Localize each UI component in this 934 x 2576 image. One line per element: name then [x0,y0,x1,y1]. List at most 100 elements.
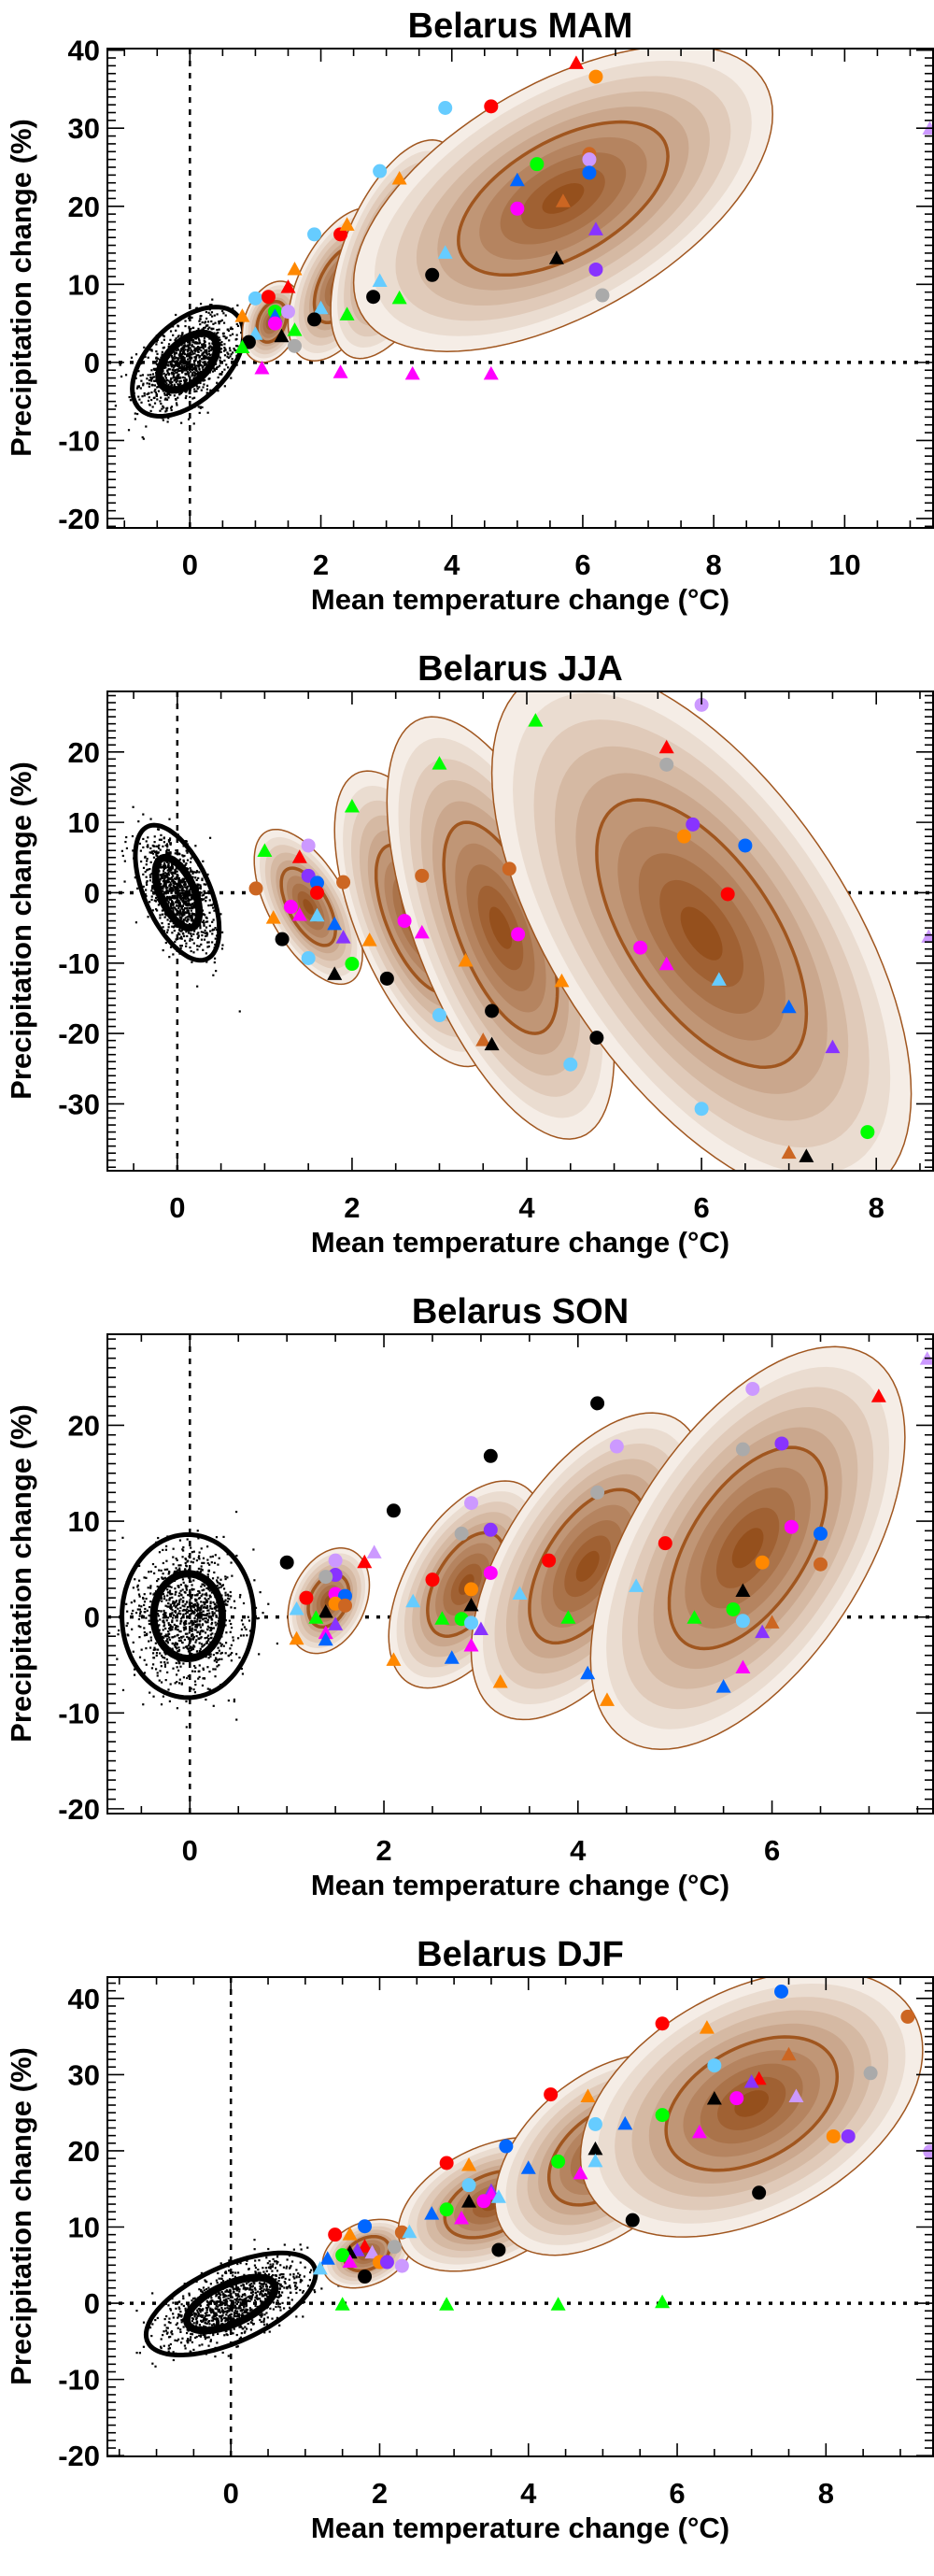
control-point [181,1548,183,1550]
control-point [205,2288,207,2290]
control-point [180,362,182,363]
control-point [284,2281,286,2283]
control-point [181,334,183,335]
control-point [170,844,172,846]
control-point [215,1610,217,1612]
control-point [139,1615,141,1616]
control-point [176,402,177,404]
control-point [239,1596,241,1598]
control-point [170,1603,172,1605]
plot-area [107,46,934,528]
control-point [205,2310,207,2312]
control-point [185,904,187,905]
control-point [64,1635,66,1637]
control-point [243,1634,245,1636]
control-point [253,2283,255,2284]
control-point [146,1633,148,1635]
control-point [168,956,170,958]
control-point [179,909,181,911]
control-point [209,345,211,347]
control-point [180,885,182,887]
control-point [206,932,208,934]
chart-svg: Belarus DJF Mean temperature change (°C)… [0,1928,934,2571]
control-point [118,1630,120,1631]
control-point [203,1558,205,1559]
control-point [155,1668,157,1670]
control-point [223,343,225,345]
control-point [208,343,210,345]
control-point [295,2282,297,2284]
control-point [163,1614,164,1615]
control-point [207,1598,209,1600]
control-point [283,2286,285,2288]
control-point [142,1597,144,1599]
control-point [259,2319,261,2321]
control-point [205,311,207,313]
control-point [242,2327,244,2329]
control-point [174,384,176,386]
y-tick-label: 20 [68,191,100,223]
control-point [161,408,163,410]
control-point [138,1593,140,1595]
control-point [194,372,196,374]
y-tick-label: 20 [68,1409,100,1442]
control-point [162,914,163,916]
control-point [265,2267,267,2269]
control-point [176,404,177,406]
control-point [183,1647,185,1649]
control-point [217,2272,219,2274]
control-point [224,385,226,387]
control-point [196,986,198,988]
control-point [201,2343,203,2345]
control-point [232,2332,234,2334]
control-point [181,1642,183,1644]
control-point [199,2308,201,2310]
control-point [153,1647,155,1649]
control-point [242,1623,244,1625]
control-point [187,860,189,861]
control-point [207,2345,209,2347]
control-point [166,1672,168,1673]
control-point [176,1558,177,1559]
control-point [215,1668,217,1670]
control-point [135,921,137,923]
control-point [162,1549,163,1551]
control-point [182,1578,184,1580]
control-point [222,333,224,334]
control-point [267,2316,269,2318]
control-point [189,355,191,357]
control-point [173,366,175,368]
control-point [177,1615,178,1617]
control-point [143,347,145,349]
control-point [131,1613,133,1615]
control-point [221,947,223,949]
control-point [166,1588,168,1590]
control-point [276,2299,278,2301]
control-point [153,850,155,852]
control-point [225,1578,227,1580]
control-point [176,1600,177,1601]
control-point [160,834,162,836]
control-point [203,1669,205,1671]
control-point [235,1555,237,1557]
control-point [162,2334,163,2336]
control-point [186,886,188,888]
x-tick-label: 2 [344,1191,360,1224]
control-point [279,2309,281,2311]
control-point [152,373,154,375]
control-point [204,341,205,343]
control-point [228,339,230,341]
control-point [214,322,216,324]
control-point [207,1562,209,1564]
control-point [208,946,210,947]
control-point [227,1598,229,1600]
x-axis-label: Mean temperature change (°C) [311,2512,729,2544]
control-point [199,318,201,320]
model-point-circle [455,1527,469,1541]
control-point [162,1577,163,1579]
control-point [194,364,196,366]
control-point [149,1587,151,1588]
control-point [230,1595,232,1597]
control-point [211,932,213,934]
control-point [278,2277,280,2279]
